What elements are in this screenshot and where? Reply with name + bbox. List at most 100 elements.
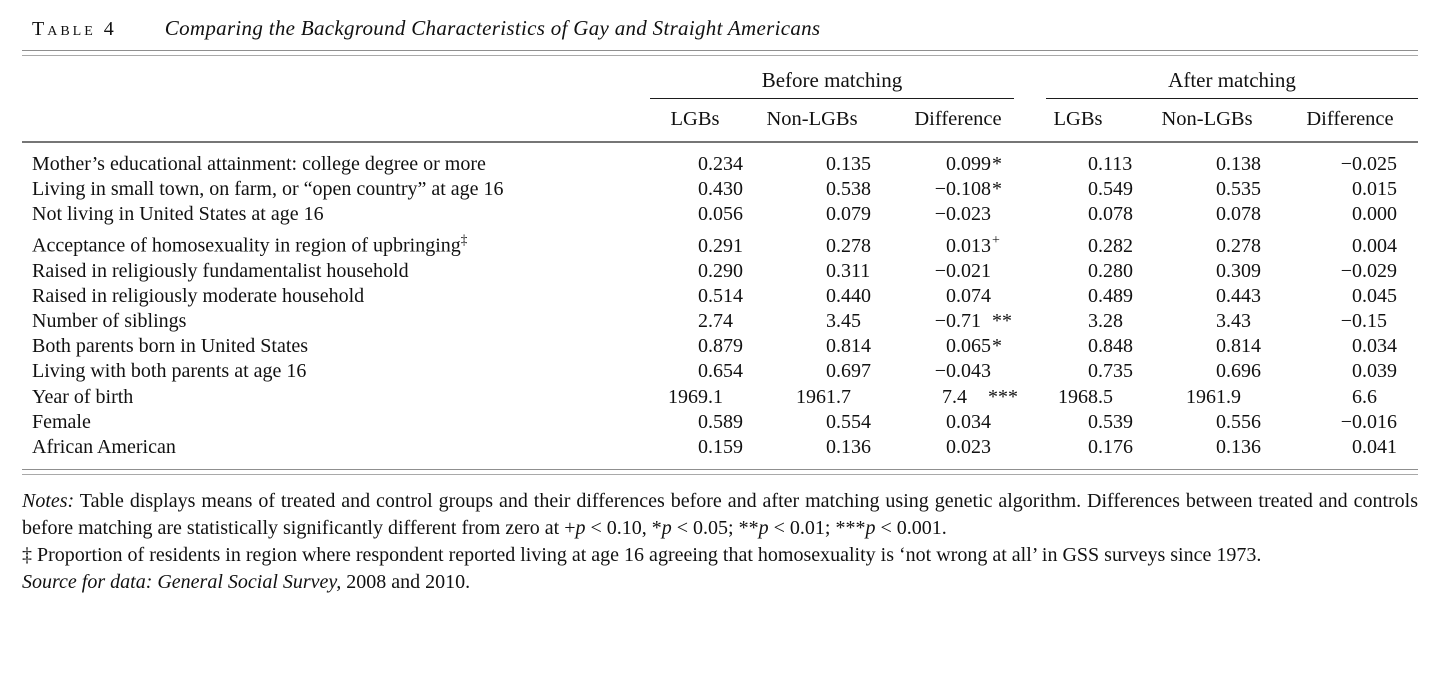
value-cell: −0.108 * (934, 178, 1002, 201)
value-cell: 0.234 (698, 153, 743, 175)
value-cell: 0.291 (698, 234, 743, 257)
value-cell: 0.056 (698, 203, 743, 226)
row-label: Raised in religiously moderate household (32, 285, 365, 308)
row-label-header (22, 56, 642, 143)
source-italic: Source for data: General Social Survey, (22, 570, 342, 593)
col-header-difference-after: Difference (1266, 99, 1419, 143)
value-cell: 0.135 (826, 153, 871, 175)
col-header-nonlgbs-after: Non-LGBs (1138, 99, 1266, 143)
value-cell: 0.538 (826, 178, 871, 201)
value-cell: 0.176 (1088, 435, 1133, 458)
value-cell: 0.311 (826, 260, 871, 283)
value-cell: 0.278 (826, 234, 871, 257)
value-cell: 0.136 (826, 435, 871, 458)
value-cell: 0.430 (698, 178, 743, 201)
value-cell: 3.45 (826, 310, 861, 333)
row-label: Not living in United States at age 16 (32, 203, 324, 226)
group-header-before: Before matching (642, 56, 1018, 99)
value-cell: 0.034 (946, 410, 991, 433)
row-label: Living with both parents at age 16 (32, 360, 307, 383)
value-cell: −0.15 (1340, 310, 1388, 333)
value-cell: 0.290 (698, 260, 743, 283)
dagger-footnote: ‡ Proportion of residents in region wher… (22, 543, 1262, 566)
value-cell: 0.013 + (946, 232, 1000, 257)
table-caption: Comparing the Background Characteristics… (164, 16, 821, 40)
table-row: Both parents born in United States 0.879 0… (22, 334, 1418, 359)
table-title-row: Table 4 Comparing the Background Charact… (22, 0, 1418, 41)
value-cell: 0.034 (1352, 335, 1398, 358)
value-cell: 0.697 (826, 360, 871, 383)
group-header-before-label: Before matching (650, 68, 1014, 99)
value-cell: 0.004 (1352, 234, 1398, 257)
value-cell: 1969.1 (668, 385, 723, 408)
paper-table-page: Table 4 Comparing the Background Charact… (22, 0, 1419, 596)
col-header-lgbs-after: LGBs (1018, 99, 1138, 143)
value-cell: 0.589 (698, 410, 743, 433)
value-cell: 0.443 (1216, 285, 1261, 308)
comparison-table: Before matching After matching LGBs Non-… (22, 56, 1419, 469)
value-cell: 0.280 (1088, 260, 1133, 283)
value-cell: 0.848 (1088, 335, 1133, 358)
col-header-nonlgbs-before: Non-LGBs (748, 99, 876, 143)
value-cell: −0.71 ** (934, 310, 1012, 333)
value-cell: 0.065 * (946, 335, 1002, 358)
value-cell: 0.000 (1352, 203, 1398, 226)
value-cell: 3.28 (1088, 310, 1123, 333)
table-row: Female 0.589 0.554 0.034 0.539 0.556 −0.016 (22, 410, 1418, 435)
table-row: Acceptance of homosexuality in region of… (22, 227, 1418, 259)
value-cell: 1961.9 (1186, 385, 1241, 408)
value-cell: 0.282 (1088, 234, 1133, 257)
row-label: Both parents born in United States (32, 335, 309, 358)
row-label: Mother’s educational attainment: college… (32, 153, 486, 175)
row-label: Living in small town, on farm, or “open … (32, 178, 504, 201)
table-header: Before matching After matching LGBs Non-… (22, 56, 1419, 143)
value-cell: 3.43 (1216, 310, 1251, 333)
value-cell: 0.549 (1088, 178, 1133, 201)
table-row: Number of siblings 2.74 3.45 −0.71 ** 3.28 3.4… (22, 309, 1418, 334)
value-cell: 0.554 (826, 410, 871, 433)
table-row: Living with both parents at age 16 0.654 0… (22, 359, 1418, 384)
row-label: Number of siblings (32, 310, 187, 333)
value-cell: 0.879 (698, 335, 743, 358)
value-cell: 0.556 (1216, 410, 1261, 433)
value-cell: 0.159 (698, 435, 743, 458)
value-cell: 0.041 (1352, 435, 1398, 458)
value-cell: 0.074 (946, 285, 991, 308)
col-header-difference-before: Difference (876, 99, 1018, 143)
row-label: Year of birth (32, 385, 134, 408)
table-row: African American 0.159 0.136 0.023 0.176 0.13… (22, 435, 1418, 469)
value-cell: 0.015 (1352, 178, 1398, 201)
row-label: Acceptance of homosexuality in region of… (32, 232, 468, 257)
value-cell: −0.029 (1340, 260, 1398, 283)
notes-body: Table displays means of treated and cont… (22, 489, 1418, 539)
value-cell: 0.078 (1088, 203, 1133, 226)
value-cell: 0.113 (1088, 153, 1133, 175)
value-cell: −0.025 (1340, 153, 1398, 175)
value-cell: 1968.5 (1058, 385, 1113, 408)
significance-levels: +p < 0.10, *p < 0.05; **p < 0.01; ***p <… (564, 516, 947, 539)
table-row: Not living in United States at age 16 0.0… (22, 202, 1418, 227)
value-cell: −0.016 (1340, 410, 1398, 433)
notes-label: Notes: (22, 489, 75, 512)
value-cell: 0.489 (1088, 285, 1133, 308)
value-cell: 0.440 (826, 285, 871, 308)
value-cell: 0.078 (1216, 203, 1261, 226)
value-cell: 0.514 (698, 285, 743, 308)
value-cell: 0.023 (946, 435, 991, 458)
column-header-row: LGBs Non-LGBs Difference LGBs Non-LGBs D… (22, 99, 1419, 143)
value-cell: 0.814 (1216, 335, 1261, 358)
table-notes: Notes: Table displays means of treated a… (22, 488, 1418, 542)
value-cell: 0.535 (1216, 178, 1261, 201)
value-cell: 0.814 (826, 335, 871, 358)
source-line: Source for data: General Social Survey, … (22, 569, 1418, 596)
table-body: Mother’s educational attainment: college… (22, 142, 1418, 469)
value-cell: 0.278 (1216, 234, 1261, 257)
row-label: Raised in religiously fundamentalist hou… (32, 260, 409, 283)
source-roman: 2008 and 2010. (341, 570, 471, 593)
value-cell: 0.654 (698, 360, 743, 383)
value-cell: 1961.7 (796, 385, 851, 408)
value-cell: 0.539 (1088, 410, 1133, 433)
value-cell: 0.039 (1352, 360, 1398, 383)
table-row: Mother’s educational attainment: college… (22, 142, 1418, 177)
top-double-rule (22, 50, 1418, 56)
